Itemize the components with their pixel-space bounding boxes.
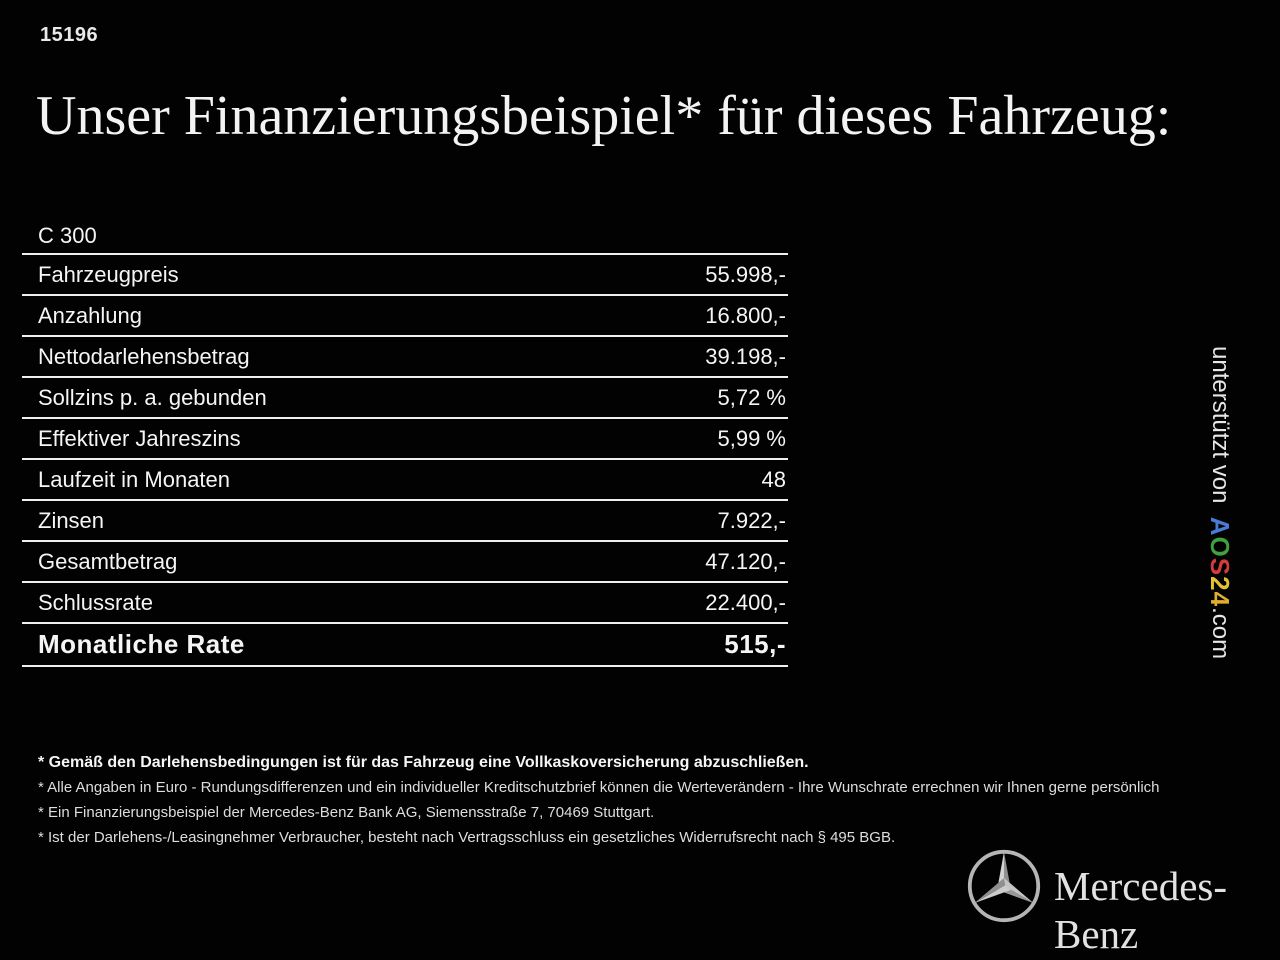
row-value: 515,-: [724, 629, 786, 659]
table-row: Gesamtbetrag 47.120,-: [22, 542, 788, 583]
row-value: 16.800,-: [705, 302, 786, 328]
aos-letter: S: [1205, 557, 1236, 577]
footnote: * Ist der Darlehens-/Leasingnehmer Verbr…: [38, 829, 896, 846]
row-label: Schlussrate: [38, 589, 153, 615]
row-value: 5,99 %: [717, 425, 787, 451]
row-label: Anzahlung: [38, 302, 142, 328]
watermark-suffix: .com: [1207, 607, 1235, 660]
table-model-header: C 300: [22, 218, 788, 255]
row-label: Gesamtbetrag: [38, 548, 178, 574]
row-label: Sollzins p. a. gebunden: [38, 384, 267, 410]
aos-letter: A: [1205, 516, 1236, 537]
page-title: Unser Finanzierungsbeispiel* für dieses …: [36, 85, 1172, 147]
table-row-monthly-rate: Monatliche Rate 515,-: [22, 624, 788, 667]
row-value: 22.400,-: [705, 589, 786, 615]
table-row: Sollzins p. a. gebunden 5,72 %: [22, 378, 788, 419]
aos24-logo-text: AOS24: [1205, 517, 1235, 607]
table-row: Zinsen 7.922,-: [22, 501, 788, 542]
vertical-watermark: unterstützt von AOS24.com: [1204, 346, 1235, 726]
mercedes-star-icon: [966, 848, 1042, 924]
doc-number: 15196: [40, 24, 99, 46]
footnote: * Alle Angaben in Euro - Rundungsdiffere…: [38, 779, 1160, 796]
row-value: 39.198,-: [705, 343, 786, 369]
table-row: Laufzeit in Monaten 48: [22, 460, 788, 501]
row-label: Laufzeit in Monaten: [38, 466, 231, 492]
row-value: 47.120,-: [705, 548, 786, 574]
footnotes: * Gemäß den Darlehensbedingungen ist für…: [38, 750, 1268, 850]
row-value: 48: [761, 466, 786, 492]
row-label: Fahrzeugpreis: [38, 261, 179, 287]
aos-letter: O: [1205, 536, 1236, 558]
table-row: Schlussrate 22.400,-: [22, 583, 788, 624]
row-value: 5,72 %: [717, 384, 787, 410]
row-label: Nettodarlehensbetrag: [38, 343, 250, 369]
table-row: Effektiver Jahreszins 5,99 %: [22, 419, 788, 460]
row-label: Effektiver Jahreszins: [38, 425, 241, 451]
row-label: Monatliche Rate: [38, 629, 245, 659]
watermark-prefix: unterstützt von: [1207, 346, 1235, 517]
row-value: 7.922,-: [717, 507, 787, 533]
row-label: Zinsen: [38, 507, 105, 533]
footnote: * Ein Finanzierungsbeispiel der Mercedes…: [38, 804, 655, 821]
brand-name: Mercedes-Benz: [1054, 863, 1228, 957]
table-row: Nettodarlehensbetrag 39.198,-: [22, 337, 788, 378]
table-row: Fahrzeugpreis 55.998,-: [22, 255, 788, 296]
footnote: * Gemäß den Darlehensbedingungen ist für…: [38, 754, 809, 771]
financing-table: C 300 Fahrzeugpreis 55.998,- Anzahlung 1…: [22, 218, 788, 667]
row-value: 55.998,-: [705, 261, 786, 287]
aos-letter: 2: [1205, 576, 1236, 592]
aos-letter: 4: [1205, 591, 1236, 608]
table-row: Anzahlung 16.800,-: [22, 296, 788, 337]
